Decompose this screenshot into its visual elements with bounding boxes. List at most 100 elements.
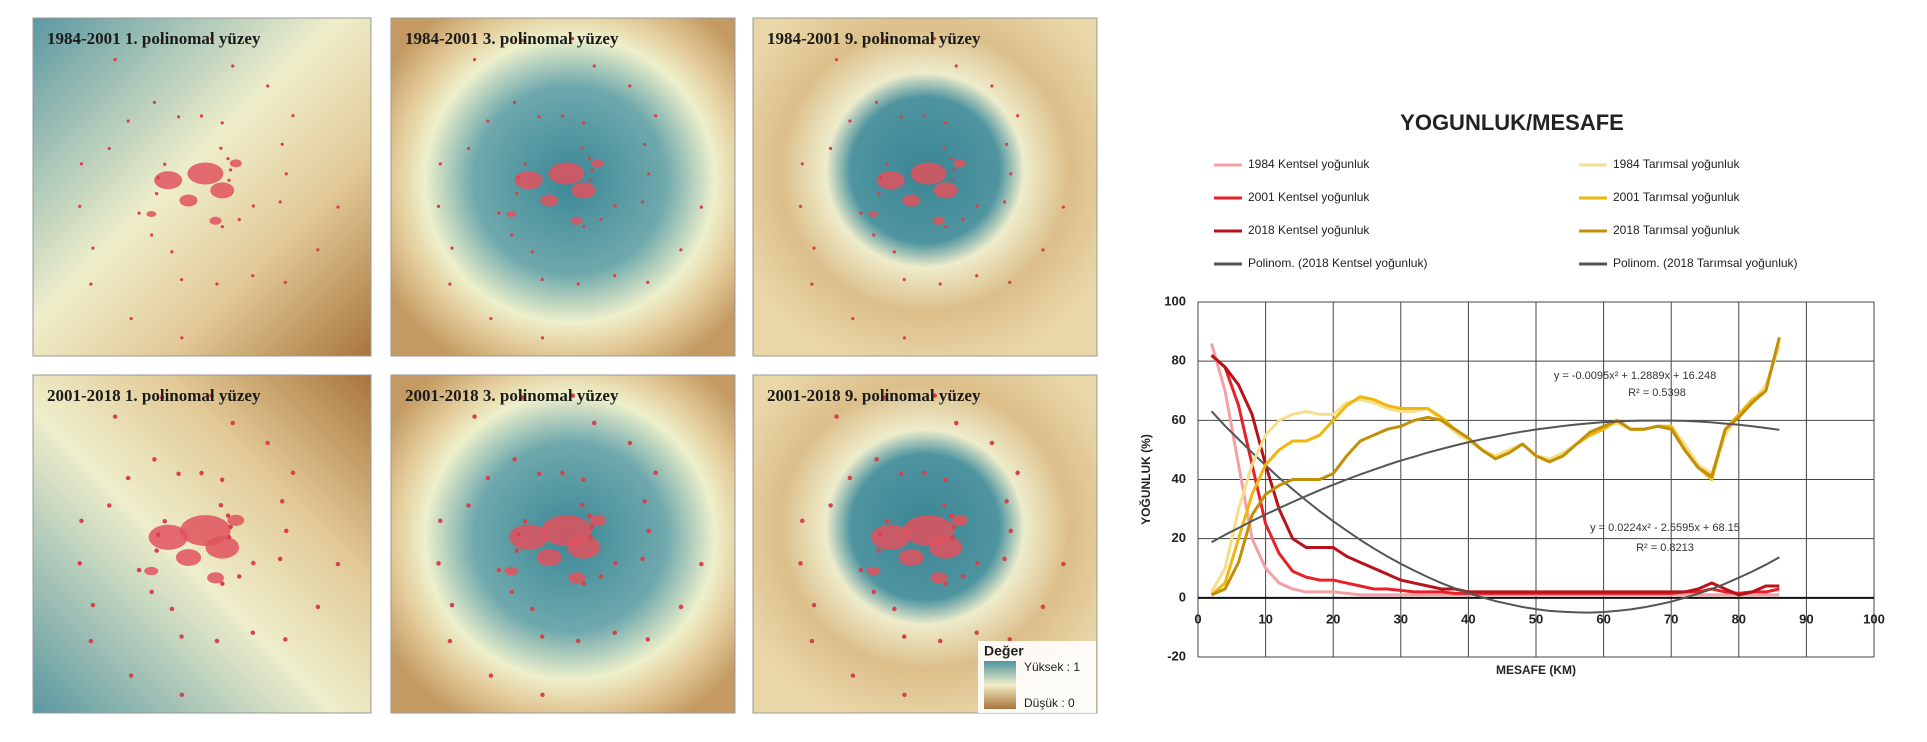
urban-spot xyxy=(265,440,270,446)
urban-spot xyxy=(899,115,903,119)
urban-spot xyxy=(218,502,224,508)
urban-spot xyxy=(539,634,545,639)
urban-spot xyxy=(179,277,184,282)
trend-equation: y = -0.0095x² + 1.2889x + 16.248 xyxy=(1554,370,1716,382)
urban-spot xyxy=(613,204,617,208)
urban-spot xyxy=(1004,499,1009,504)
urban-spot xyxy=(436,204,441,208)
urban-spot xyxy=(640,556,645,562)
trend-line xyxy=(1211,419,1780,544)
urban-area xyxy=(571,182,596,199)
urban-spot xyxy=(937,638,943,644)
urban-spot xyxy=(901,634,907,639)
urban-area xyxy=(871,524,911,550)
urban-spot xyxy=(467,146,471,151)
urban-spot xyxy=(592,420,597,426)
urban-spot xyxy=(699,561,704,567)
y-axis-label: YOĞUNLUK (%) xyxy=(1138,434,1153,525)
trend-equation: R² = 0.5398 xyxy=(1628,387,1686,399)
trend-equation: R² = 0.8213 xyxy=(1636,542,1694,554)
urban-spot xyxy=(162,518,167,524)
urban-spot xyxy=(812,246,816,250)
urban-spot xyxy=(91,246,95,250)
urban-spot xyxy=(581,581,586,586)
urban-spot xyxy=(540,336,545,340)
urban-spot xyxy=(237,217,241,222)
urban-area xyxy=(227,514,245,526)
urban-spot xyxy=(882,395,887,400)
urban-spot xyxy=(89,282,93,286)
urban-spot xyxy=(990,84,994,88)
urban-spot xyxy=(834,57,839,62)
urban-spot xyxy=(450,246,454,250)
urban-spot xyxy=(156,176,160,180)
urban-spot xyxy=(510,233,514,237)
map-panel xyxy=(752,17,1098,357)
urban-spot xyxy=(438,518,443,524)
urban-spot xyxy=(129,317,133,321)
urban-spot xyxy=(220,121,224,125)
urban-spot xyxy=(678,604,684,610)
urban-spot xyxy=(199,470,204,476)
x-tick-label: 0 xyxy=(1194,611,1201,626)
urban-spot xyxy=(149,589,154,595)
urban-spot xyxy=(163,162,167,166)
urban-spot xyxy=(949,157,954,161)
urban-spot xyxy=(290,470,296,476)
urban-spot xyxy=(112,414,118,419)
urban-spot xyxy=(488,673,494,678)
y-tick-label: 100 xyxy=(1164,293,1186,308)
urban-spot xyxy=(943,581,948,586)
map-title: 2001-2018 9. polinomal yüzey xyxy=(767,386,981,405)
urban-spot xyxy=(219,146,223,150)
urban-spot xyxy=(580,146,584,150)
urban-spot xyxy=(654,114,658,118)
urban-spot xyxy=(88,638,94,644)
urban-spot xyxy=(858,567,864,573)
urban-spot xyxy=(530,250,534,254)
y-tick-label: 80 xyxy=(1172,353,1186,368)
urban-area xyxy=(229,159,242,168)
urban-spot xyxy=(588,178,593,182)
urban-area xyxy=(591,159,604,168)
urban-spot xyxy=(509,589,515,595)
urban-spot xyxy=(679,248,683,252)
urban-spot xyxy=(225,513,231,518)
urban-spot xyxy=(699,205,703,209)
urban-spot xyxy=(581,121,586,125)
urban-area xyxy=(205,536,240,559)
urban-spot xyxy=(922,114,927,118)
urban-spot xyxy=(226,157,230,161)
urban-spot xyxy=(315,604,321,610)
urban-spot xyxy=(1007,637,1013,642)
legend-label: 2001 Tarımsal yoğunluk xyxy=(1613,190,1741,204)
urban-spot xyxy=(250,630,256,635)
urban-spot xyxy=(874,100,879,104)
urban-spot xyxy=(520,38,524,43)
urban-spot xyxy=(229,168,233,172)
urban-spot xyxy=(975,560,980,566)
legend-high: Yüksek : 1 xyxy=(1024,660,1080,674)
urban-spot xyxy=(1016,114,1020,118)
urban-spot xyxy=(228,524,233,530)
x-tick-label: 10 xyxy=(1258,611,1272,626)
urban-area xyxy=(209,216,222,225)
urban-spot xyxy=(612,630,617,635)
urban-spot xyxy=(1009,172,1013,176)
urban-spot xyxy=(176,115,181,119)
urban-area xyxy=(589,514,606,526)
urban-spot xyxy=(126,119,130,123)
urban-spot xyxy=(90,602,96,608)
urban-spot xyxy=(902,336,907,340)
urban-area xyxy=(910,162,947,185)
urban-spot xyxy=(884,518,890,524)
urban-spot xyxy=(960,574,966,579)
urban-spot xyxy=(885,162,889,166)
y-tick-label: 40 xyxy=(1172,471,1186,486)
legend-label: 2001 Kentsel yoğunluk xyxy=(1248,190,1370,204)
x-tick-label: 100 xyxy=(1863,611,1885,626)
y-tick-label: 20 xyxy=(1172,530,1186,545)
urban-spot xyxy=(950,178,955,182)
urban-area xyxy=(148,524,188,550)
